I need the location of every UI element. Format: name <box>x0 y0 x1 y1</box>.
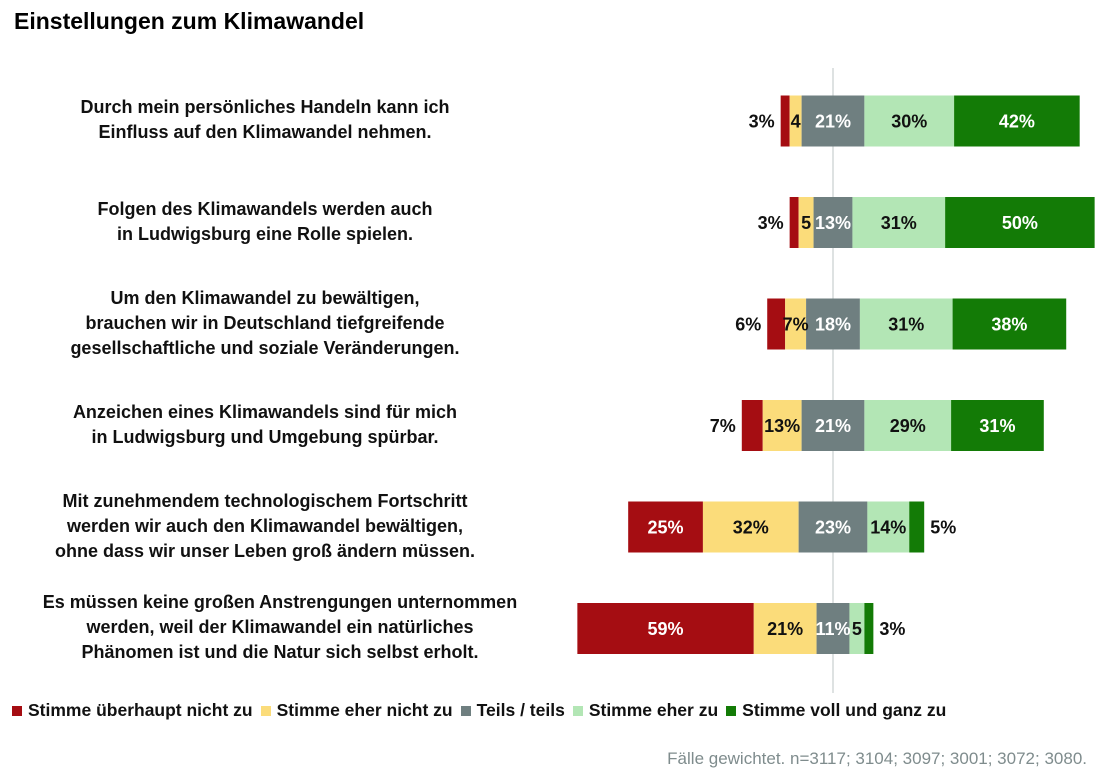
bar-value-label: 21% <box>815 112 851 132</box>
bar-segment <box>767 298 786 350</box>
legend-label: Stimme voll und ganz zu <box>742 700 947 720</box>
bar-segment <box>852 197 946 248</box>
bar-value-label: 14% <box>870 518 906 538</box>
bar-segment <box>813 197 853 248</box>
legend-item: Stimme überhaupt nicht zu <box>12 700 253 721</box>
bar-segment <box>806 298 860 350</box>
bar-segment <box>780 95 790 147</box>
legend-label: Stimme überhaupt nicht zu <box>28 700 253 720</box>
bar-value-label: 3% <box>879 619 905 639</box>
bar-value-label: 13% <box>764 416 800 436</box>
bar-segment <box>741 400 763 451</box>
bar-segment <box>628 501 703 553</box>
statement-label: Folgen des Klimawandels werden auch in L… <box>97 198 433 244</box>
bar-value-label: 31% <box>979 416 1015 436</box>
bar-value-label: 42% <box>999 112 1035 132</box>
bar-value-label: 30% <box>891 112 927 132</box>
bar-segment <box>952 298 1067 350</box>
bar-segment <box>859 298 953 350</box>
bar-segment <box>849 603 865 654</box>
bar-value-label: 7% <box>783 315 809 335</box>
legend-item: Stimme eher zu <box>572 700 719 721</box>
bar-segment <box>864 603 874 654</box>
bar-segment <box>789 197 799 248</box>
statement-label: Um den Klimawandel zu bewältigen, brauch… <box>70 287 460 358</box>
bar-value-label: 21% <box>815 416 851 436</box>
bar-segment <box>753 603 817 654</box>
statement-label: Es müssen keine großen Anstrengungen unt… <box>42 592 518 662</box>
bar-value-label: 7% <box>710 416 736 436</box>
legend-label: Stimme eher nicht zu <box>276 700 453 720</box>
bar-segment <box>801 95 865 147</box>
legend-item: Stimme voll und ganz zu <box>726 700 946 721</box>
bar-segment <box>864 95 955 147</box>
bar-value-label: 38% <box>991 315 1027 335</box>
legend-item: Stimme eher nicht zu <box>260 700 453 721</box>
bar-segment <box>798 197 814 248</box>
chart-legend: Stimme überhaupt nicht zu Stimme eher nic… <box>12 700 954 721</box>
bar-value-label: 50% <box>1002 213 1038 233</box>
bar-value-label: 5% <box>930 518 956 538</box>
chart-title: Einstellungen zum Klimawandel <box>14 8 365 34</box>
bar-value-label: 25% <box>648 518 684 538</box>
bar-segment <box>816 603 850 654</box>
bar-segment <box>951 400 1044 451</box>
bar-segment <box>909 501 925 553</box>
bar-value-label: 6% <box>735 315 761 335</box>
bar-segment <box>864 400 952 451</box>
bar-segment <box>789 95 802 147</box>
bar-value-label: 21% <box>767 619 803 639</box>
legend-item: Teils / teils <box>460 700 565 721</box>
statement-label: Anzeichen eines Klimawandels sind für mi… <box>72 401 458 447</box>
bar-value-label: 3% <box>749 112 775 132</box>
bar-segment <box>762 400 802 451</box>
bar-value-label: 29% <box>890 416 926 436</box>
bar-segment <box>702 501 799 553</box>
bar-segment <box>577 603 754 654</box>
bar-value-label: 18% <box>815 315 851 335</box>
bar-value-label: 11% <box>815 619 850 639</box>
bar-segment <box>945 197 1095 248</box>
bar-value-label: 5 <box>852 619 862 639</box>
bar-segment <box>867 501 910 553</box>
statement-label: Mit zunehmendem technologischem Fortschr… <box>54 490 476 561</box>
sample-size-note: Fälle gewichtet. n=3117; 3104; 3097; 300… <box>667 749 1087 768</box>
bar-value-label: 23% <box>815 518 851 538</box>
bar-value-label: 31% <box>888 315 924 335</box>
bar-value-label: 32% <box>733 518 769 538</box>
bar-value-label: 13% <box>815 213 851 233</box>
bar-segment <box>801 400 865 451</box>
legend-swatch <box>572 705 583 716</box>
legend-swatch <box>460 705 471 716</box>
bar-value-label: 4 <box>791 112 801 132</box>
legend-swatch <box>260 705 271 716</box>
bar-segment <box>954 95 1080 147</box>
legend-label: Stimme eher zu <box>588 700 719 720</box>
bar-value-label: 3% <box>758 213 784 233</box>
legend-label: Teils / teils <box>476 700 565 720</box>
bar-value-label: 59% <box>648 619 684 639</box>
bar-value-label: 5 <box>801 213 811 233</box>
bar-segment <box>785 298 807 350</box>
legend-swatch <box>726 705 737 716</box>
legend-swatch <box>12 705 22 716</box>
statement-label: Durch mein persönliches Handeln kann ich… <box>80 97 450 142</box>
bar-value-label: 31% <box>881 213 917 233</box>
bar-segment <box>798 501 868 553</box>
